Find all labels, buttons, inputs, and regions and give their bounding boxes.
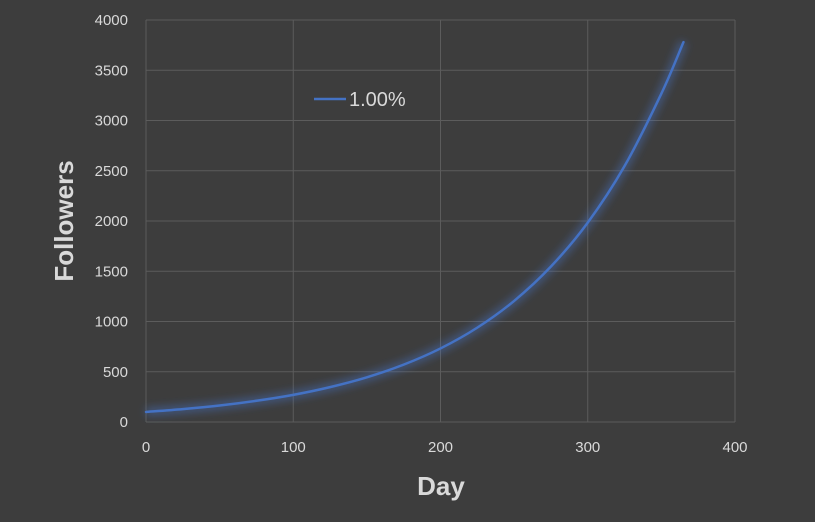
y-tick-label-3000: 3000 xyxy=(95,113,128,130)
x-axis-tick-labels: 0 100 200 300 400 xyxy=(142,439,748,456)
x-tick-label-300: 300 xyxy=(575,439,600,456)
y-tick-label-1500: 1500 xyxy=(95,263,128,280)
y-tick-label-2500: 2500 xyxy=(95,163,128,180)
y-axis-title: Followers xyxy=(49,160,79,281)
legend-label-1-00: 1.00% xyxy=(349,89,406,111)
x-tick-label-400: 400 xyxy=(722,439,747,456)
y-axis-tick-labels: 0 500 1000 1500 2000 2500 3000 3500 4000 xyxy=(95,12,128,431)
x-tick-label-0: 0 xyxy=(142,439,150,456)
series-line-0 xyxy=(144,40,685,414)
y-tick-label-500: 500 xyxy=(103,364,128,381)
x-axis-title: Day xyxy=(417,471,465,501)
y-tick-label-2000: 2000 xyxy=(95,213,128,230)
gridlines xyxy=(145,19,736,423)
series-layer xyxy=(144,40,688,417)
y-tick-label-0: 0 xyxy=(120,414,128,431)
y-tick-label-1000: 1000 xyxy=(95,314,128,331)
x-tick-label-200: 200 xyxy=(428,439,453,456)
y-tick-label-4000: 4000 xyxy=(95,12,128,29)
legend: 1.00% xyxy=(314,89,406,111)
x-tick-label-100: 100 xyxy=(281,439,306,456)
y-tick-label-3500: 3500 xyxy=(95,62,128,79)
